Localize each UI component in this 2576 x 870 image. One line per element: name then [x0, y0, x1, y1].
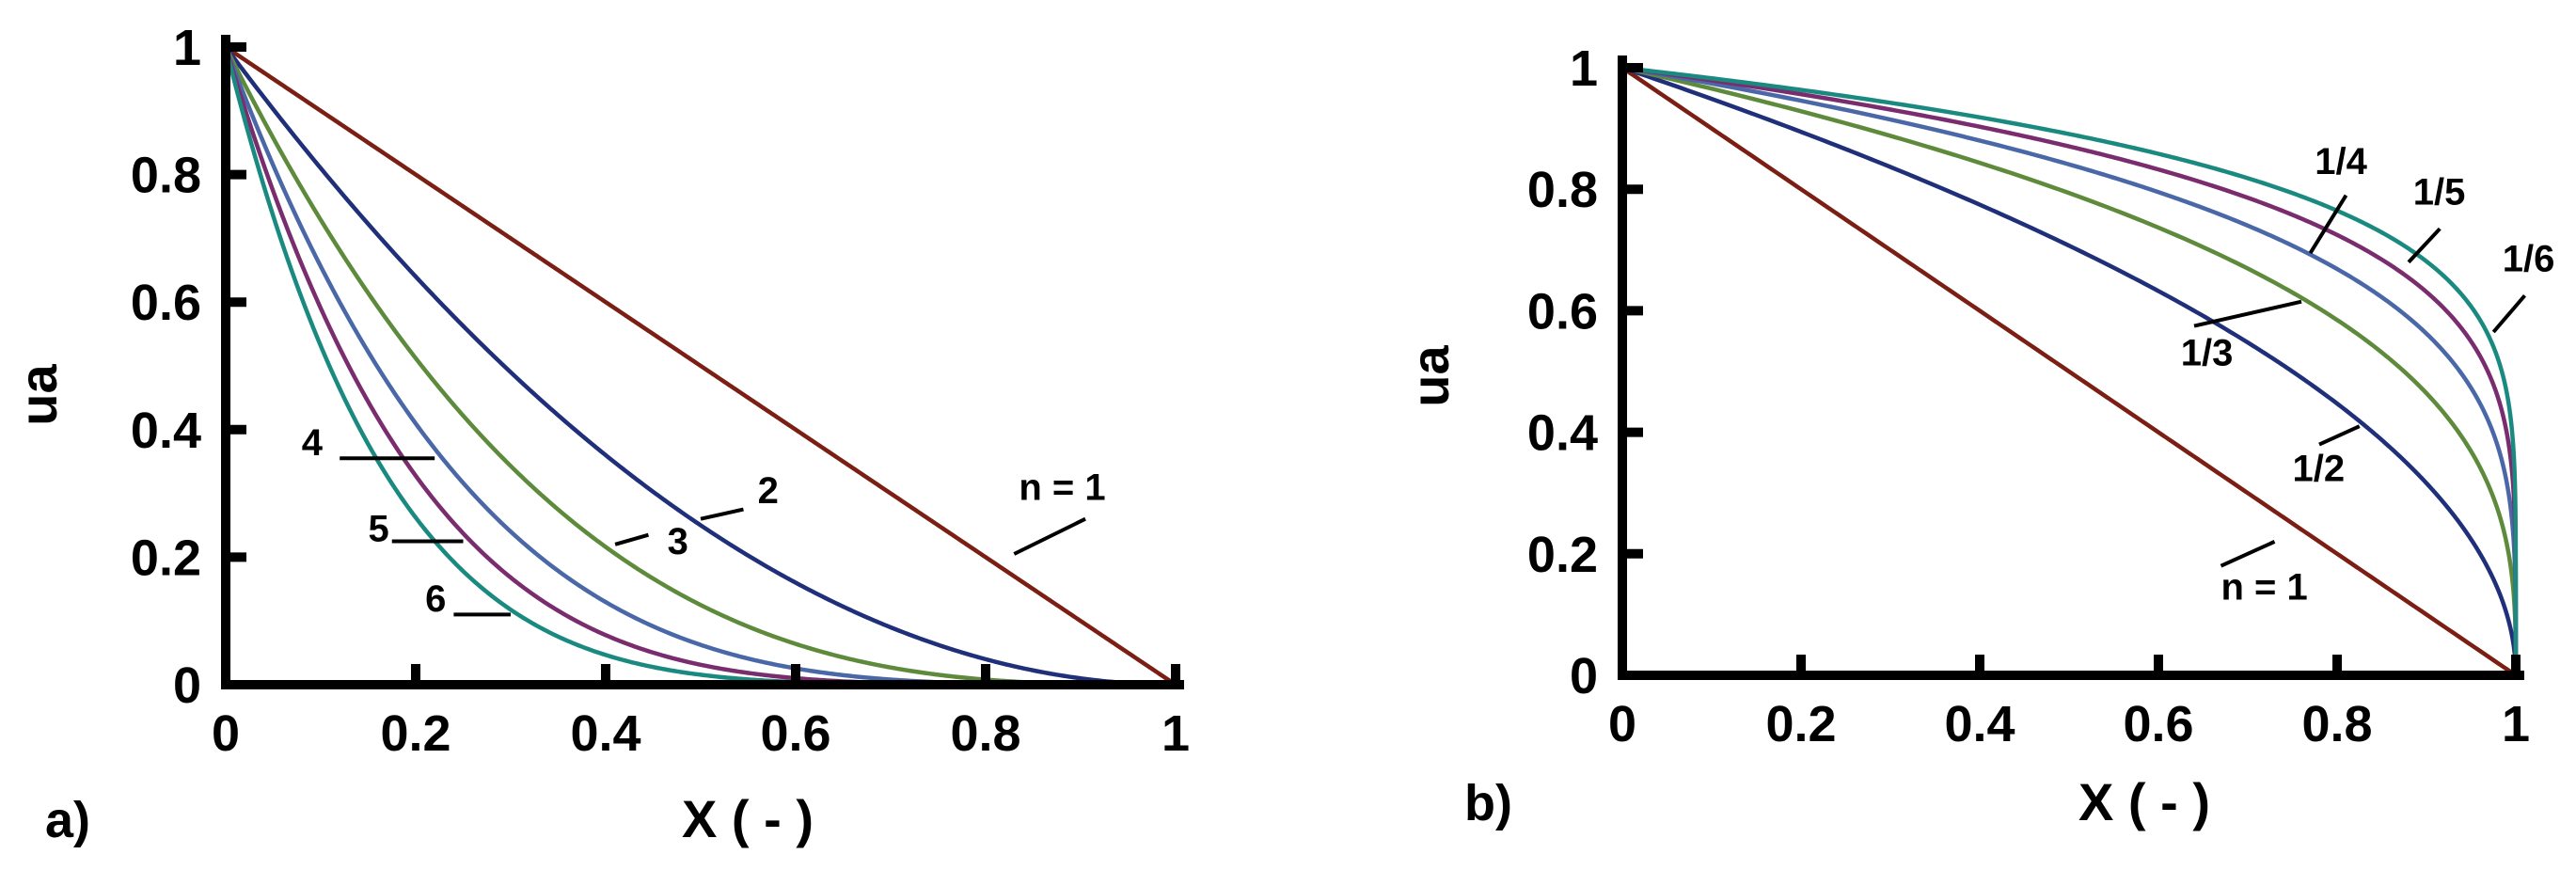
panel-b-series-line-6	[1621, 65, 2519, 675]
panel-b-leader-line	[2491, 293, 2527, 334]
panel-a-panel-label: a)	[45, 792, 90, 848]
panel-b-curve-label: 1/3	[2181, 333, 2234, 374]
panel-b-y-tick-label: 0.6	[1527, 283, 1598, 340]
panel-a-y-tick-label: 0.4	[131, 403, 201, 459]
panel-b-x-tick-label: 0.4	[1944, 696, 2015, 752]
panel-a-curve-label: 6	[425, 578, 446, 620]
panel-b-y-tick-label: 0.2	[1527, 527, 1598, 583]
panel-b-x-tick-label: 1	[2502, 696, 2530, 752]
panel-a-curve-label: n = 1	[1019, 467, 1105, 508]
panel-b-x-tick-label: 0.2	[1765, 696, 1836, 752]
panel-b-leader-line	[2220, 540, 2276, 568]
panel-a-leader-line	[700, 507, 744, 521]
panel-b-curve-label: n = 1	[2221, 566, 2308, 608]
panel-b-x-tick-label: 0	[1608, 696, 1636, 752]
panel-b-y-tick-label: 0	[1570, 648, 1598, 704]
panel-b-series-line-5	[1621, 65, 2519, 675]
panel-b-chart: 0 0.2 0.4 0.6 0.8 1 0 0.2 0.4 0.6 0.8 1 X ( - ) ua b) n…	[1400, 40, 2554, 831]
panel-a-y-tick-label: 1	[173, 20, 201, 76]
panel-a-leader-line	[614, 532, 650, 546]
panel-b-x-axis-label: X ( - )	[2078, 772, 2210, 831]
panel-a-x-tick-label: 0.6	[760, 705, 830, 762]
panel-a-x-tick-label: 0.8	[950, 705, 1020, 762]
panel-b-leader-line	[2318, 424, 2361, 447]
panel-b-x-tick-label: 0.6	[2123, 696, 2193, 752]
panel-a-curve-label: 5	[369, 508, 389, 549]
panel-b-x-tick-label: 0.8	[2301, 696, 2372, 752]
panel-a-x-tick-label: 0.2	[380, 705, 450, 762]
panel-b-y-tick-label: 0.8	[1527, 162, 1598, 218]
panel-a-y-tick-label: 0.8	[131, 148, 201, 204]
panel-b-panel-label: b)	[1464, 775, 1512, 831]
panel-b-series-line-1	[1620, 66, 2518, 677]
panel-a-y-tick-label: 0.2	[131, 530, 201, 586]
panel-b-series-line-2	[1621, 65, 2519, 675]
panel-b-series-line-3	[1621, 65, 2519, 675]
panel-a-y-tick-label: 0	[173, 657, 201, 714]
panel-b-y-axis-label: ua	[1400, 344, 1460, 406]
panel-b-y-tick-label: 0.4	[1527, 405, 1598, 462]
panel-b-curve-label: 1/5	[2413, 171, 2466, 213]
panel-a-y-tick-label: 0.6	[131, 275, 201, 331]
panel-b-y-tick-label: 1	[1570, 40, 1598, 97]
panel-a-x-axis-label: X ( - )	[682, 789, 814, 848]
panel-b-leader-line	[2407, 227, 2442, 264]
panel-a-x-tick-label: 1	[1162, 705, 1190, 762]
panel-a-y-axis-label: ua	[8, 363, 68, 425]
panel-b-leader-line	[2193, 299, 2302, 328]
panel-b-curve-label: 1/6	[2503, 238, 2555, 279]
panel-a-leader-line	[1013, 516, 1086, 556]
panel-a-chart: 0 0.2 0.4 0.6 0.8 1 0 0.2 0.4 0.6 0.8 1 X ( - ) ua a) n…	[8, 20, 1190, 848]
panel-b-leader-line	[2308, 194, 2348, 255]
panel-a-series-line-2	[224, 45, 1176, 688]
panel-a-x-tick-label: 0.4	[570, 705, 640, 762]
panel-a-curve-label: 3	[668, 521, 688, 562]
panel-a-curve-label: 4	[302, 422, 324, 464]
panel-a-x-tick-label: 0	[212, 705, 240, 762]
panel-a-series-line-1	[224, 45, 1177, 687]
panel-b-curve-label: 1/4	[2315, 141, 2367, 182]
panel-b-curve-label: 1/2	[2293, 448, 2346, 489]
panel-a-curve-label: 2	[758, 470, 779, 512]
panel-b-series-line-4	[1621, 65, 2519, 675]
